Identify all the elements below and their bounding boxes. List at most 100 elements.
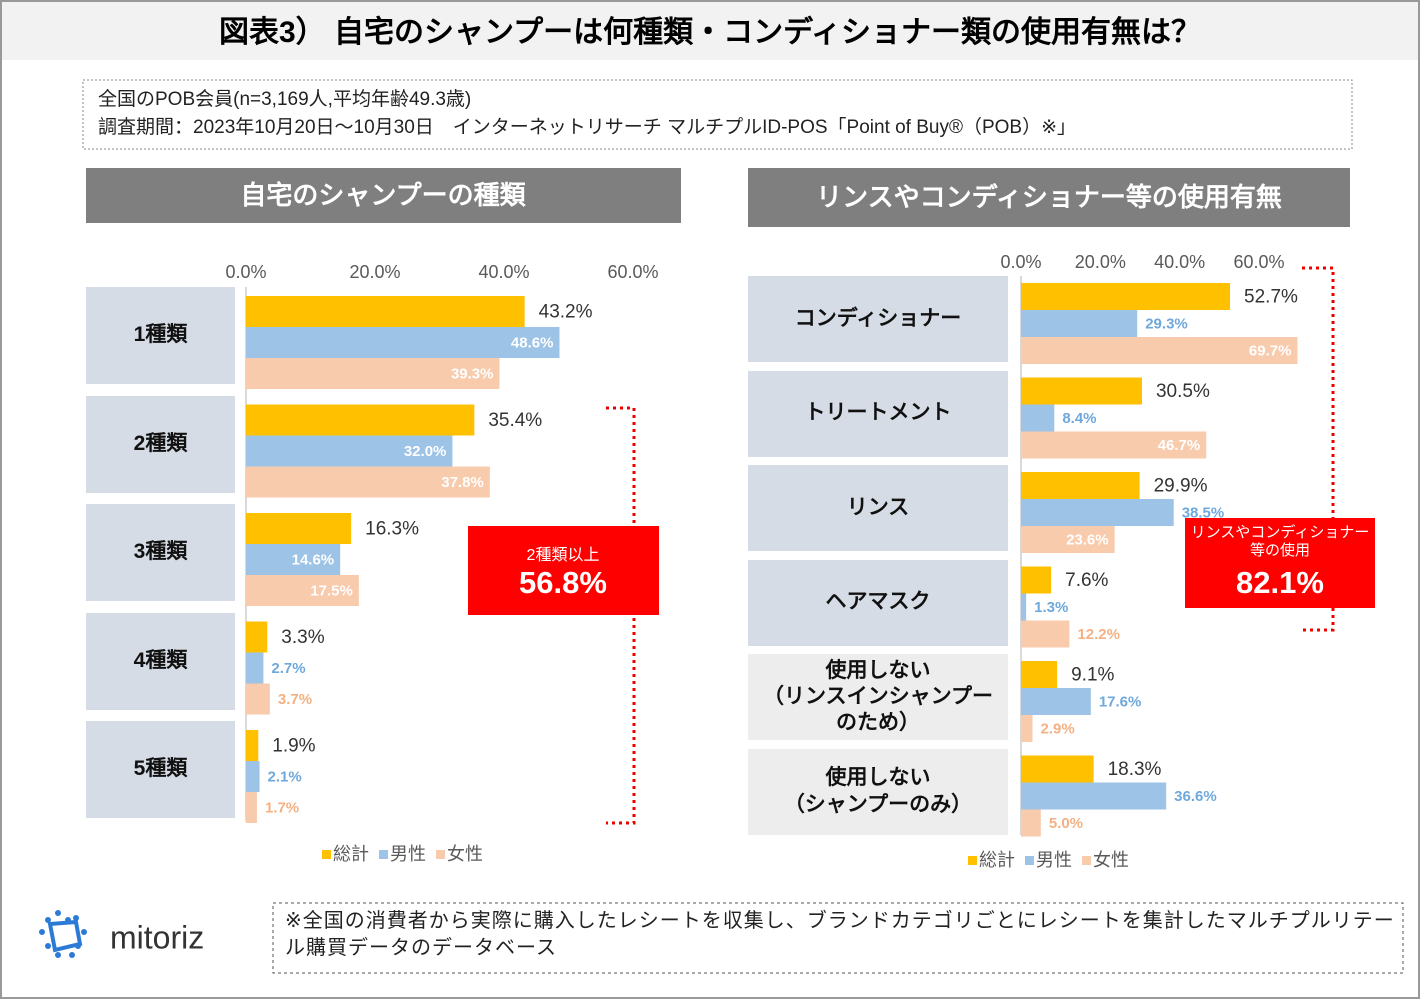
value-label: 43.2% <box>539 302 593 323</box>
annotation-box <box>468 526 659 615</box>
bar <box>1021 782 1167 810</box>
x-tick-label: 0.0% <box>225 262 266 282</box>
value-label: 14.6% <box>292 551 335 568</box>
value-label: 17.6% <box>1099 693 1142 710</box>
category-label: リンス <box>748 465 1008 551</box>
value-label: 38.5% <box>1182 504 1225 521</box>
footer-box <box>272 902 1404 974</box>
bar <box>1021 283 1231 310</box>
category-label: トリートメント <box>748 370 1008 457</box>
footer-note: ※全国の消費者から実際に購入したレシートを収集し、ブランドカテゴリごとにレシート… <box>285 910 1395 959</box>
bar <box>1021 431 1207 459</box>
header-band <box>2 2 1418 60</box>
value-label: 36.6% <box>1174 788 1217 805</box>
note-line: 全国のPOB会員(n=3,169人,平均年齢49.3歳) <box>98 88 471 110</box>
value-label: 30.5% <box>1156 381 1210 402</box>
bar <box>246 575 359 606</box>
bar <box>246 730 259 761</box>
bar <box>1021 472 1140 499</box>
annotation-box <box>1185 518 1375 608</box>
bar <box>246 683 270 715</box>
value-label: 3.3% <box>281 627 324 648</box>
value-label: 29.9% <box>1154 476 1208 497</box>
value-label: 17.5% <box>310 582 353 599</box>
value-label: 35.4% <box>488 410 542 431</box>
legend-label: 男性 <box>390 844 426 864</box>
value-label: 1.3% <box>1034 599 1068 616</box>
legend-label: 総計 <box>333 844 369 864</box>
bar <box>1021 337 1298 364</box>
bar <box>246 652 264 684</box>
category-label: 4種類 <box>86 612 235 710</box>
annotation-label: リンスやコンディショナー等の使用 <box>1190 524 1370 559</box>
bar <box>1021 404 1055 432</box>
bar <box>246 404 475 436</box>
category-label: 使用しない （シャンプーのみ） <box>748 748 1008 835</box>
bar <box>1021 499 1174 526</box>
legend-swatch <box>1025 856 1034 865</box>
x-tick-label: 60.0% <box>1233 252 1284 272</box>
bracket <box>1302 266 1335 632</box>
category-label: 3種類 <box>86 504 235 601</box>
bar <box>246 435 453 467</box>
category-label: 1種類 <box>86 287 235 384</box>
bar <box>1021 715 1033 742</box>
header-title: 図表3） 自宅のシャンプーは何種類・コンディショナー類の使用有無は？ <box>219 15 1201 49</box>
section-title-bg <box>748 168 1350 227</box>
legend-label: 男性 <box>1036 850 1072 870</box>
value-label: 2.9% <box>1041 720 1075 737</box>
annotation-label: 2種類以上 <box>527 546 600 564</box>
value-label: 37.8% <box>441 474 484 491</box>
value-label: 69.7% <box>1249 342 1292 359</box>
bar <box>246 761 260 792</box>
bar <box>1021 661 1058 688</box>
footer-note-wrap: ※全国の消費者から実際に購入したレシートを収集し、ブランドカテゴリごとにレシート… <box>285 910 1395 959</box>
value-label: 46.7% <box>1158 437 1201 454</box>
value-label: 5.0% <box>1049 815 1083 832</box>
value-label: 2.1% <box>268 768 302 785</box>
category-label: 2種類 <box>86 395 235 493</box>
bar <box>1021 377 1142 405</box>
category-label: 5種類 <box>86 721 235 818</box>
annotation-value: 82.1% <box>1236 565 1324 600</box>
value-label: 32.0% <box>404 443 447 460</box>
bar <box>1021 310 1138 337</box>
legend-swatch <box>436 850 445 859</box>
legend-swatch <box>1082 856 1091 865</box>
note-line: 調査期間：2023年10月20日～10月30日 インターネットリサーチ マルチプ… <box>98 116 1076 138</box>
note-box <box>82 79 1353 150</box>
x-tick-label: 60.0% <box>607 262 658 282</box>
value-label: 2.7% <box>271 660 305 677</box>
value-label: 12.2% <box>1077 626 1120 643</box>
value-label: 39.3% <box>451 365 494 382</box>
bar <box>246 513 352 544</box>
legend-label: 女性 <box>1093 850 1129 870</box>
x-tick-label: 20.0% <box>349 262 400 282</box>
annotation-label-wrap: リンスやコンディショナー等の使用 <box>1190 524 1370 559</box>
bar <box>1021 620 1070 648</box>
value-label: 3.7% <box>278 691 312 708</box>
section-title: 自宅のシャンプーの種類 <box>240 180 526 210</box>
legend-label: 女性 <box>447 844 483 864</box>
section-title: リンスやコンディショナー等の使用有無 <box>816 182 1282 212</box>
annotation-value: 56.8% <box>519 565 607 600</box>
bar <box>246 544 341 575</box>
bar <box>246 296 525 327</box>
value-label: 23.6% <box>1066 531 1109 548</box>
section-title-bg <box>86 168 681 223</box>
bar <box>246 792 257 823</box>
bar <box>1021 688 1091 715</box>
category-label: 使用しない （リンスインシャンプーのため） <box>748 654 1008 740</box>
category-label: ヘアマスク <box>748 559 1008 646</box>
x-tick-label: 40.0% <box>1154 252 1205 272</box>
bar <box>1021 526 1115 553</box>
bar <box>246 327 560 358</box>
value-label: 1.7% <box>265 799 299 816</box>
legend-swatch <box>322 850 331 859</box>
value-label: 18.3% <box>1108 759 1162 780</box>
value-label: 48.6% <box>511 334 554 351</box>
value-label: 52.7% <box>1244 287 1298 308</box>
